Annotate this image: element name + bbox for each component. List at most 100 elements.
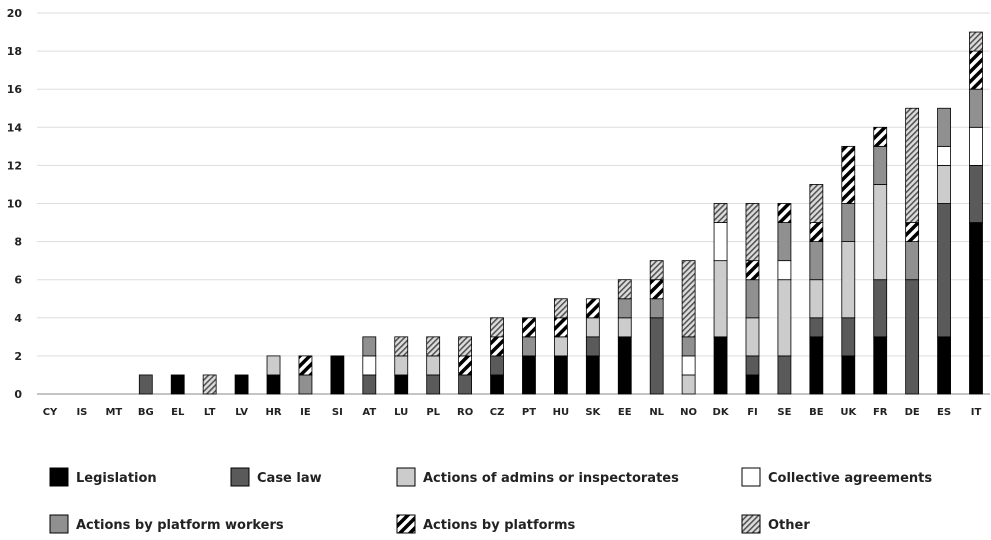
x-tick-label: MT: [105, 407, 122, 418]
legend-swatch: [49, 514, 69, 534]
x-tick-label: DE: [905, 407, 920, 418]
y-tick-label: 20: [7, 7, 23, 20]
bar-segment: [394, 374, 409, 395]
bar-segment: [937, 107, 951, 147]
legend-swatch: [741, 467, 761, 487]
bar-segment: [266, 355, 281, 376]
x-tick-label: DK: [713, 407, 730, 418]
legend-label: Actions of admins or inspectorates: [423, 471, 679, 486]
bar-segment: [649, 260, 664, 281]
bar-segment: [649, 298, 664, 319]
bar-segment: [234, 374, 249, 395]
bar-segment: [937, 164, 951, 204]
bar-segment: [362, 374, 377, 395]
bar-segment: [138, 374, 153, 395]
bar-segment: [969, 164, 983, 223]
bar-segment: [841, 317, 856, 357]
x-tick-label: ES: [937, 407, 951, 418]
y-tick-label: 4: [14, 312, 22, 325]
bar-segment: [937, 336, 951, 395]
bar-segment: [809, 336, 824, 395]
bar-segment: [745, 355, 760, 376]
bar-segment: [681, 355, 696, 376]
y-tick-label: 10: [7, 198, 23, 211]
bar-segment: [362, 355, 377, 376]
bar-segment: [490, 374, 504, 395]
bar-segment: [777, 203, 792, 223]
bar-segment: [809, 241, 824, 281]
legend-label: Collective agreements: [768, 471, 932, 486]
bar-segment: [585, 355, 600, 395]
bar-segment: [809, 222, 824, 243]
bar-segment: [426, 355, 441, 376]
legend-swatch: [49, 467, 69, 487]
bar-segment: [809, 317, 824, 338]
bar-segment: [745, 260, 760, 281]
y-tick-label: 18: [7, 45, 22, 58]
y-tick-label: 8: [14, 236, 22, 249]
y-tick-label: 14: [7, 121, 23, 134]
bar-segment: [745, 374, 760, 395]
bar-segment: [458, 336, 473, 357]
bar-segment: [809, 184, 824, 223]
x-tick-label: SK: [585, 407, 601, 418]
bar-segment: [905, 279, 920, 395]
bar-segment: [202, 374, 217, 395]
x-tick-label: CY: [43, 407, 58, 418]
bar-segment: [873, 279, 888, 338]
y-tick-label: 12: [7, 159, 22, 172]
x-tick-label: HU: [553, 407, 570, 418]
axis-layer: 0 2 4 6 8 10 12 14 16 18 20 CY IS MT BG EL LT LV HR IE SI AT L…: [7, 7, 982, 418]
x-tick-label: LT: [204, 407, 216, 418]
x-tick-label: EE: [618, 407, 632, 418]
grid-layer: [37, 12, 990, 395]
bar-segment: [777, 279, 792, 357]
legend-label: Actions by platform workers: [76, 518, 284, 533]
bar-segment: [266, 374, 281, 395]
bar-segment: [873, 126, 888, 147]
bar-segment: [841, 203, 856, 242]
x-tick-label: LU: [394, 407, 408, 418]
bar-segment: [873, 184, 888, 281]
bar-segment: [777, 222, 792, 262]
bar-segment: [617, 279, 632, 300]
bar-segment: [553, 355, 568, 395]
x-tick-label: NO: [680, 407, 697, 418]
bar-segment: [809, 279, 824, 319]
x-tick-label: UK: [840, 407, 857, 418]
bar-segment: [969, 31, 983, 52]
bar-segment: [298, 355, 313, 376]
bar-segment: [905, 107, 920, 223]
bar-segment: [458, 355, 473, 376]
x-tick-label: HR: [265, 407, 281, 418]
bar-segment: [681, 260, 696, 338]
bar-segment: [298, 374, 313, 395]
bar-segment: [745, 279, 760, 319]
bar-segment: [745, 203, 760, 262]
bar-segment: [713, 222, 728, 262]
bar-segment: [649, 317, 664, 395]
bar-segment: [522, 317, 536, 338]
x-tick-label: FI: [747, 407, 758, 418]
bar-segment: [490, 355, 504, 376]
bar-segment: [394, 336, 409, 357]
bar-segment: [681, 374, 696, 395]
legend-label: Legislation: [76, 471, 157, 486]
x-tick-label: CZ: [490, 407, 505, 418]
bar-segment: [394, 355, 409, 376]
bar-segment: [969, 126, 983, 166]
legend-label: Actions by platforms: [423, 518, 575, 533]
bar-segment: [649, 279, 664, 300]
legend-swatch: [396, 467, 416, 487]
x-tick-label: AT: [362, 407, 376, 418]
bar-segment: [362, 336, 377, 357]
bar-segment: [585, 317, 600, 338]
bar-segment: [777, 355, 792, 395]
x-tick-label: PT: [522, 407, 536, 418]
bar-segment: [681, 336, 696, 357]
legend-swatch: [230, 467, 250, 487]
bar-segment: [969, 222, 983, 395]
bar-segment: [553, 336, 568, 357]
bar-segment: [905, 241, 920, 281]
x-tick-label: BE: [809, 407, 824, 418]
